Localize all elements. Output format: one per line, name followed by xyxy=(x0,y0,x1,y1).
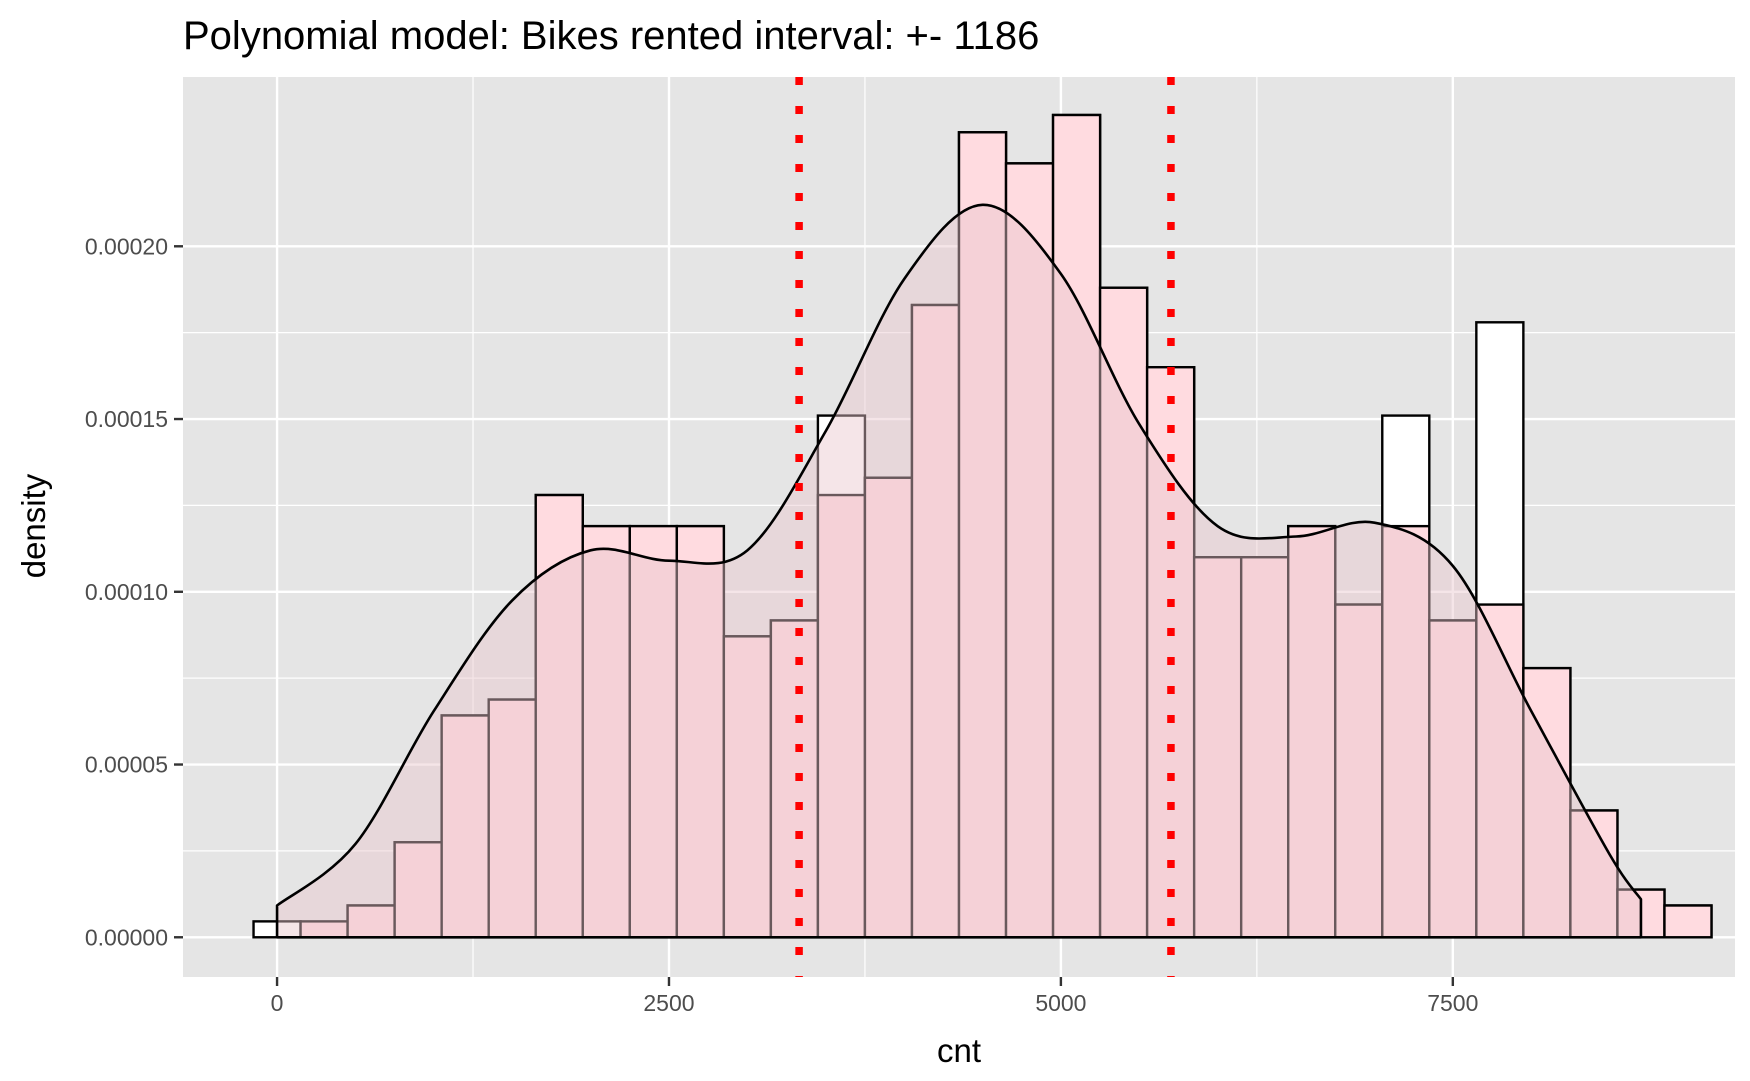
x-axis-title: cnt xyxy=(937,1032,981,1069)
x-tick-label: 7500 xyxy=(1427,990,1478,1016)
prediction-bar xyxy=(1192,556,1243,939)
y-axis-ticks: 0.00000 0.00005 0.00010 0.00015 0.00020 xyxy=(85,233,183,950)
prediction-bar xyxy=(675,524,726,939)
prediction-bar xyxy=(1663,904,1713,939)
x-tick-label: 2500 xyxy=(643,990,694,1016)
prediction-bar xyxy=(1569,809,1619,939)
x-tick-label: 5000 xyxy=(1035,990,1086,1016)
interval-lines xyxy=(795,77,1175,977)
prediction-bars xyxy=(299,113,1713,939)
x-axis-ticks: 0 2500 5000 7500 xyxy=(271,977,1478,1016)
y-tick-label: 0.00000 xyxy=(85,924,168,950)
prediction-bar xyxy=(722,635,773,939)
density-area xyxy=(275,203,1643,939)
y-tick-label: 0.00005 xyxy=(85,752,168,778)
prediction-bar xyxy=(534,493,584,939)
prediction-bar xyxy=(1381,524,1431,939)
prediction-bar xyxy=(487,698,537,939)
y-tick-label: 0.00010 xyxy=(85,579,168,605)
prediction-bar xyxy=(957,131,1008,939)
prediction-bar xyxy=(910,303,961,939)
y-axis-title: density xyxy=(15,473,52,578)
x-tick-label: 0 xyxy=(271,990,284,1016)
y-tick-label: 0.00020 xyxy=(85,233,168,259)
y-tick-label: 0.00015 xyxy=(85,406,168,432)
prediction-bar xyxy=(581,524,631,939)
prediction-bar xyxy=(1475,603,1525,939)
chart-title: Polynomial model: Bikes rented interval:… xyxy=(183,14,1039,58)
prediction-bar xyxy=(769,619,820,939)
prediction-bar xyxy=(1239,556,1290,939)
prediction-bar xyxy=(1051,113,1102,939)
prediction-bar xyxy=(346,904,396,939)
prediction-bar xyxy=(440,714,490,939)
